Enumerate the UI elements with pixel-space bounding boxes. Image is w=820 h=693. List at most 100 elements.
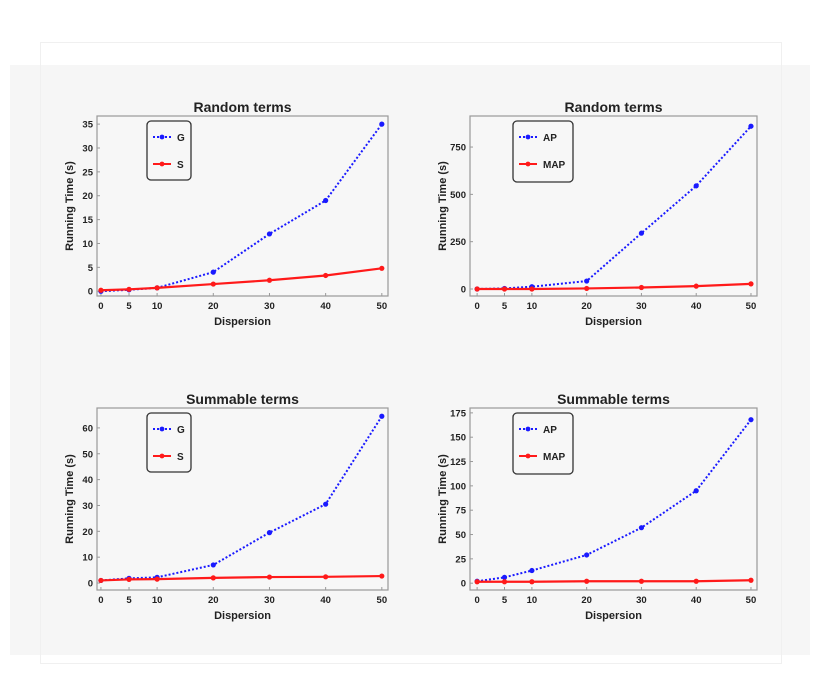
data-point-S xyxy=(379,265,385,271)
y-tick-label: 75 xyxy=(455,506,466,517)
data-point-S xyxy=(210,281,216,287)
x-tick-label: 5 xyxy=(502,595,508,606)
x-tick-label: 40 xyxy=(320,301,331,312)
y-axis-label: Running Time (s) xyxy=(64,161,76,251)
y-tick-label: 50 xyxy=(455,530,466,541)
data-point-AP xyxy=(693,183,699,189)
legend-marker-G xyxy=(159,426,165,432)
legend-marker-AP xyxy=(525,134,531,140)
plot-area xyxy=(96,407,389,591)
y-tick-label: 100 xyxy=(450,481,466,492)
x-tick-label: 5 xyxy=(502,301,508,312)
x-tick-label: 50 xyxy=(377,301,388,312)
data-point-G xyxy=(266,231,273,237)
data-point-MAP xyxy=(584,578,590,584)
x-axis-label: Dispersion xyxy=(214,610,271,622)
legend-label: G xyxy=(177,425,185,436)
y-tick-label: 60 xyxy=(82,423,93,434)
x-tick-label: 20 xyxy=(581,595,592,606)
data-point-S xyxy=(266,277,273,283)
chart-title: Summable terms xyxy=(557,391,670,407)
x-tick-label: 5 xyxy=(126,595,132,606)
x-tick-label: 5 xyxy=(126,301,132,312)
y-tick-label: 20 xyxy=(82,527,93,538)
y-tick-label: 125 xyxy=(450,457,467,468)
legend: GS xyxy=(146,120,192,181)
data-point-AP xyxy=(501,574,508,580)
data-point-AP xyxy=(529,567,535,574)
data-point-G xyxy=(210,562,216,568)
data-point-S xyxy=(323,272,329,279)
y-tick-label: 10 xyxy=(82,239,93,250)
x-tick-label: 10 xyxy=(527,301,538,312)
x-tick-label: 20 xyxy=(581,301,592,312)
x-tick-label: 0 xyxy=(98,301,103,312)
chart-4: Summable terms Dispersion Running Time (s)… xyxy=(437,391,758,622)
x-tick-label: 30 xyxy=(636,595,647,606)
y-tick-label: 50 xyxy=(82,449,93,460)
y-tick-label: 250 xyxy=(450,237,466,248)
legend-label: S xyxy=(177,452,184,463)
y-tick-label: 500 xyxy=(450,190,466,201)
data-point-G xyxy=(379,121,385,127)
chart-title: Summable terms xyxy=(186,391,299,407)
data-point-AP xyxy=(638,525,645,531)
data-point-G xyxy=(323,197,329,204)
legend-label: S xyxy=(177,160,184,171)
x-tick-label: 20 xyxy=(208,595,219,606)
legend-box xyxy=(512,412,574,475)
y-tick-label: 10 xyxy=(82,553,93,564)
chart-title: Random terms xyxy=(564,99,662,115)
x-tick-label: 0 xyxy=(474,595,479,606)
data-point-AP xyxy=(748,123,754,129)
y-axis-label: Running Time (s) xyxy=(437,161,449,251)
legend-box xyxy=(146,120,192,181)
x-tick-label: 30 xyxy=(636,301,647,312)
data-point-MAP xyxy=(529,286,535,292)
legend-box xyxy=(512,120,574,183)
x-tick-label: 30 xyxy=(264,595,275,606)
x-tick-label: 50 xyxy=(746,301,757,312)
data-point-MAP xyxy=(474,286,480,292)
data-point-MAP xyxy=(693,578,699,584)
x-tick-label: 30 xyxy=(264,301,275,312)
data-point-MAP xyxy=(501,286,508,292)
plot-area xyxy=(96,115,389,297)
data-point-S xyxy=(98,287,104,293)
chart-3: Summable terms Dispersion Running Time (s)… xyxy=(64,391,389,622)
x-tick-label: 40 xyxy=(691,595,702,606)
legend-label: AP xyxy=(543,425,557,436)
x-tick-label: 40 xyxy=(691,301,702,312)
y-tick-label: 5 xyxy=(88,263,94,274)
data-point-S xyxy=(210,575,216,581)
data-point-MAP xyxy=(474,579,480,585)
data-point-MAP xyxy=(748,281,754,287)
data-point-S xyxy=(379,573,385,579)
chart-title: Random terms xyxy=(193,99,291,115)
x-tick-label: 0 xyxy=(474,301,479,312)
legend-label: G xyxy=(177,133,185,144)
legend-marker-S xyxy=(159,453,165,459)
chart-2: Random terms Dispersion Running Time (s) 0 5… xyxy=(437,99,758,328)
legend-label: MAP xyxy=(543,160,566,171)
legend-label: MAP xyxy=(543,452,566,463)
y-tick-label: 20 xyxy=(82,191,93,202)
data-point-G xyxy=(210,269,216,275)
legend-label: AP xyxy=(543,133,557,144)
data-point-MAP xyxy=(748,577,754,583)
data-point-AP xyxy=(584,278,590,284)
data-point-AP xyxy=(584,552,590,558)
y-tick-label: 35 xyxy=(82,120,93,131)
y-tick-label: 25 xyxy=(455,554,466,565)
data-point-G xyxy=(266,530,273,536)
data-point-G xyxy=(379,413,385,419)
data-point-AP xyxy=(638,230,645,236)
legend: GS xyxy=(146,412,192,473)
data-point-S xyxy=(154,285,160,291)
data-point-MAP xyxy=(638,578,645,584)
legend-marker-G xyxy=(159,134,165,140)
x-tick-label: 10 xyxy=(527,595,538,606)
y-tick-label: 0 xyxy=(88,579,93,590)
data-point-AP xyxy=(693,488,699,494)
y-tick-label: 0 xyxy=(461,579,466,590)
